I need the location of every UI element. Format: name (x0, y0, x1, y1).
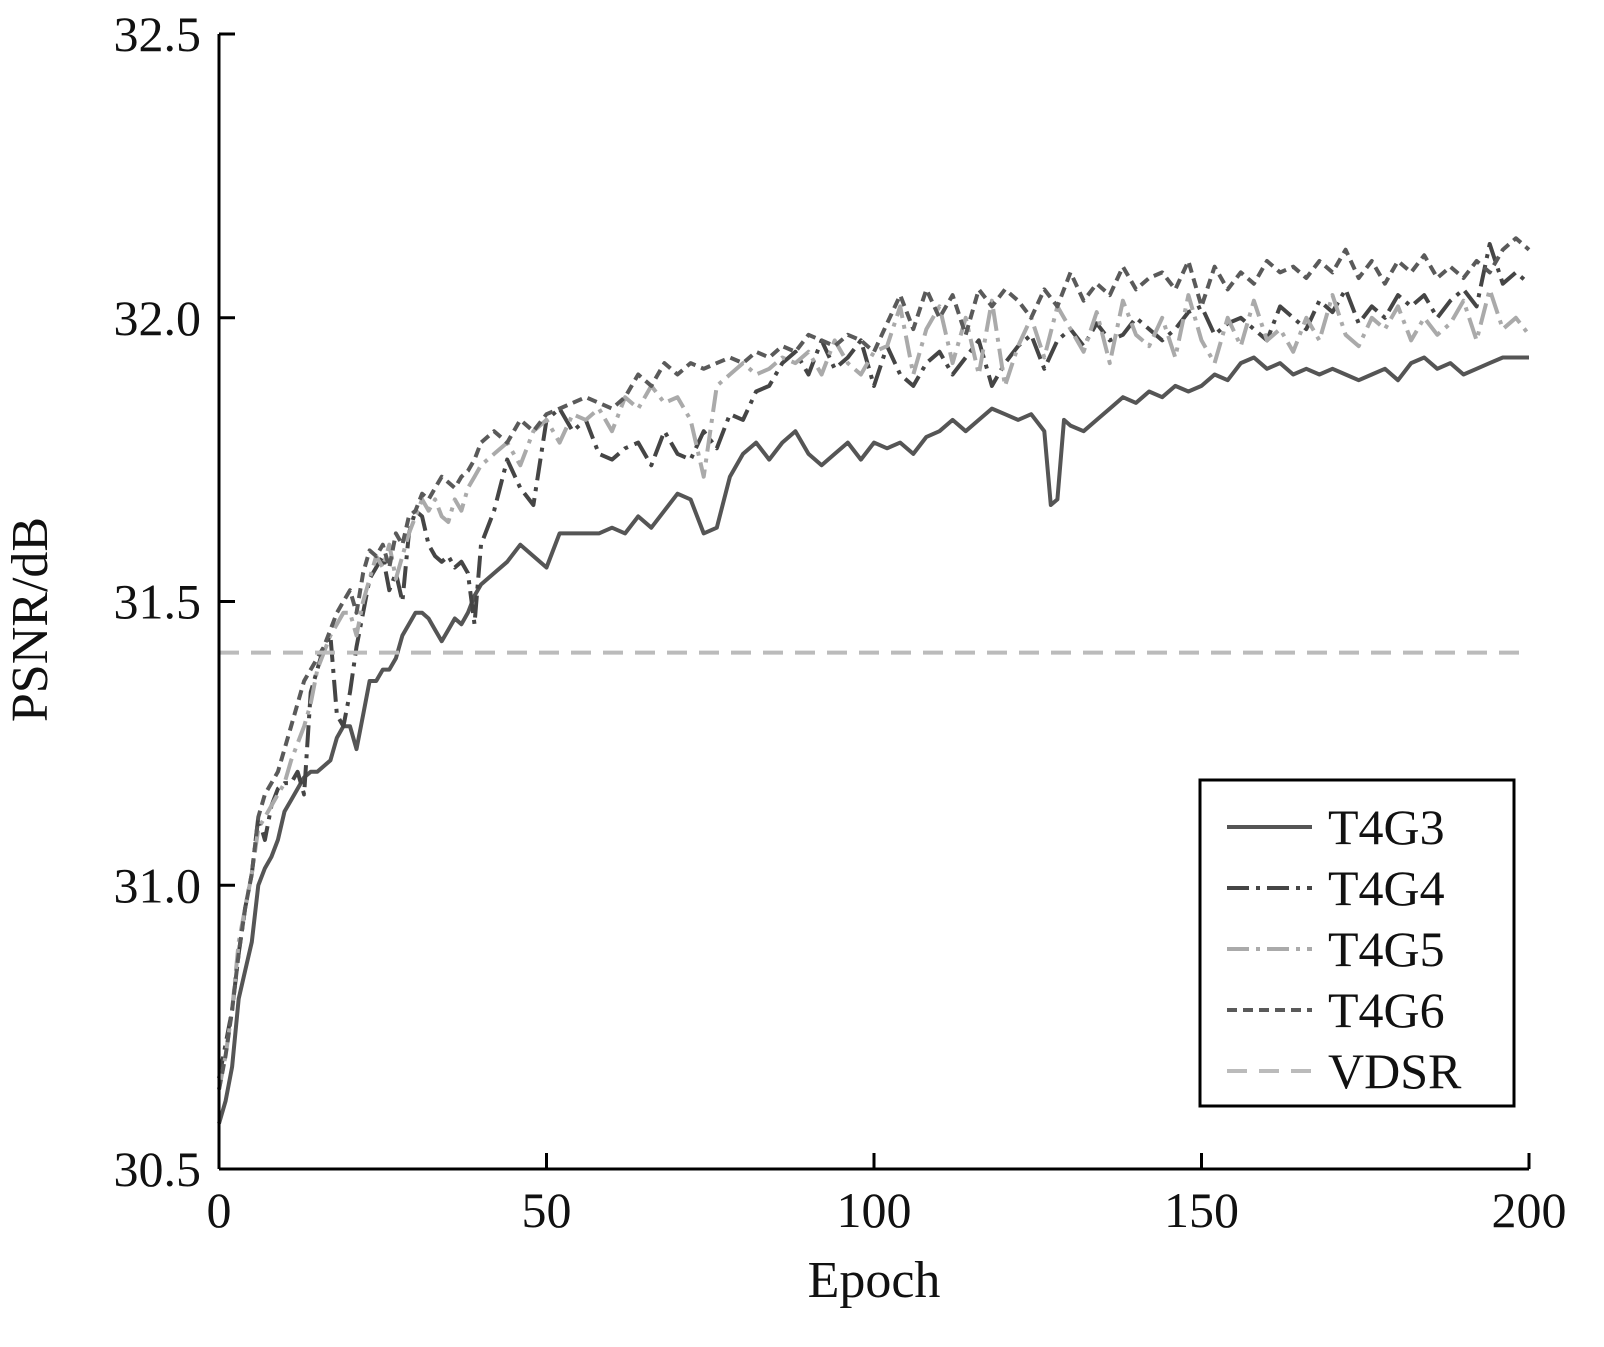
x-tick-label: 100 (837, 1182, 912, 1238)
x-axis-title: Epoch (808, 1252, 941, 1309)
legend-label-t4g5: T4G5 (1328, 921, 1445, 977)
legend-label-t4g6: T4G6 (1328, 982, 1445, 1038)
ticks-layer: 0 50 100 150 200 30.5 31.0 31.5 32.0 32.5 (114, 6, 1567, 1238)
x-tick-label: 200 (1492, 1182, 1567, 1238)
legend-label-t4g4: T4G4 (1328, 860, 1445, 916)
y-tick-label: 31.5 (114, 574, 202, 630)
y-tick-label: 30.5 (114, 1141, 202, 1197)
series-line-t4g5 (217, 287, 1531, 1090)
series-line-t4g3 (217, 355, 1529, 1125)
y-tick-label: 32.0 (114, 290, 202, 346)
legend-box (1198, 778, 1516, 1108)
legend-label-vdsr: VDSR (1328, 1043, 1462, 1099)
series-line-t4g6 (217, 236, 1531, 1090)
y-axis-title: PSNR/dB (2, 517, 59, 722)
y-tick-label: 32.5 (114, 6, 202, 62)
legend-label-t4g3: T4G3 (1328, 799, 1445, 855)
x-tick-label: 50 (522, 1182, 572, 1238)
x-tick-label: 0 (207, 1182, 232, 1238)
series-layer (217, 236, 1531, 1125)
y-tick-label: 31.0 (114, 857, 202, 913)
x-tick-label: 150 (1164, 1182, 1239, 1238)
